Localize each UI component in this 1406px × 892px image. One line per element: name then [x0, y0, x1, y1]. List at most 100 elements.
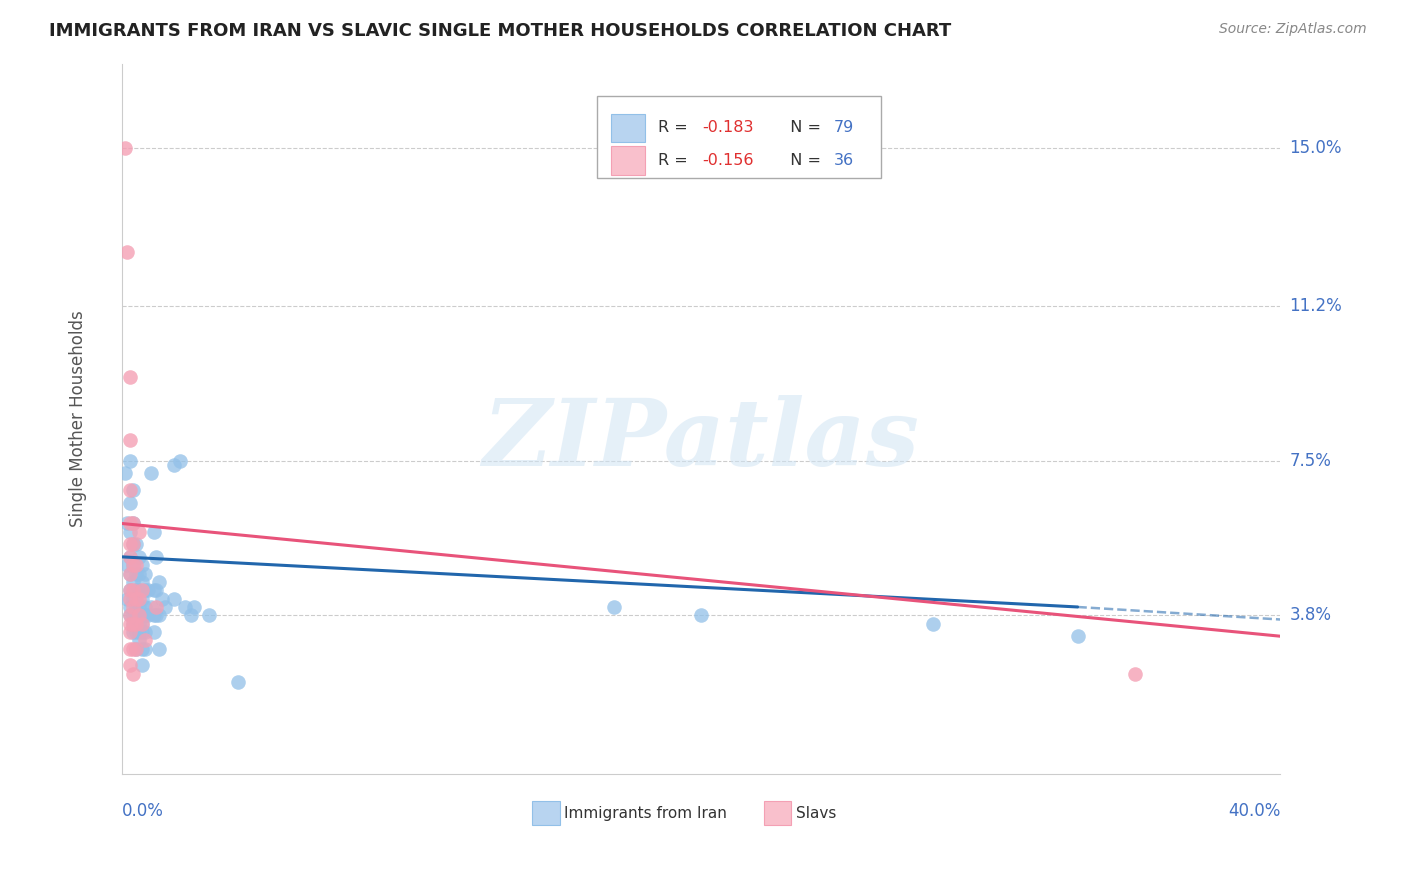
Text: Immigrants from Iran: Immigrants from Iran [564, 805, 727, 821]
Text: ZIPatlas: ZIPatlas [482, 395, 920, 485]
Point [134, 625, 156, 640]
Point [142, 625, 165, 640]
Text: Single Mother Households: Single Mother Households [69, 310, 87, 527]
Point [122, 616, 145, 631]
Point [114, 467, 136, 481]
Point [125, 591, 148, 606]
Point [136, 608, 159, 623]
Point [139, 599, 162, 614]
Point [134, 641, 156, 656]
Point [125, 625, 148, 640]
Point [120, 625, 142, 640]
Text: Slavs: Slavs [796, 805, 837, 821]
FancyBboxPatch shape [610, 113, 645, 142]
Point [125, 558, 148, 573]
Point [125, 566, 148, 581]
Point [148, 608, 170, 623]
Point [120, 591, 142, 606]
Point [131, 574, 153, 589]
Point [122, 558, 145, 573]
Point [120, 454, 142, 468]
Point [122, 516, 145, 531]
Point [690, 608, 713, 623]
Point [169, 454, 191, 468]
Text: 40.0%: 40.0% [1227, 803, 1281, 821]
Point [128, 583, 150, 598]
Point [145, 583, 167, 598]
Point [125, 616, 148, 631]
Point [117, 516, 139, 531]
FancyBboxPatch shape [763, 801, 792, 825]
Point [131, 608, 153, 623]
Point [131, 625, 153, 640]
Point [226, 675, 249, 690]
Point [122, 616, 145, 631]
FancyBboxPatch shape [596, 96, 880, 178]
Point [122, 625, 145, 640]
FancyBboxPatch shape [531, 801, 560, 825]
Point [125, 537, 148, 551]
Point [117, 558, 139, 573]
Text: N =: N = [780, 153, 825, 169]
Point [131, 583, 153, 598]
Point [128, 633, 150, 648]
Point [120, 599, 142, 614]
Point [148, 641, 170, 656]
Point [134, 599, 156, 614]
Point [120, 483, 142, 497]
Point [131, 591, 153, 606]
Point [120, 524, 142, 539]
Point [148, 574, 170, 589]
FancyBboxPatch shape [610, 146, 645, 175]
Text: 15.0%: 15.0% [1289, 138, 1343, 157]
Point [128, 608, 150, 623]
Point [120, 495, 142, 509]
Text: 11.2%: 11.2% [1289, 297, 1343, 315]
Point [122, 583, 145, 598]
Point [125, 641, 148, 656]
Point [128, 608, 150, 623]
Point [114, 140, 136, 154]
Point [603, 599, 626, 614]
Point [120, 537, 142, 551]
Point [122, 537, 145, 551]
Text: -0.156: -0.156 [702, 153, 754, 169]
Text: Source: ZipAtlas.com: Source: ZipAtlas.com [1219, 22, 1367, 37]
Text: 7.5%: 7.5% [1289, 452, 1331, 470]
Point [122, 483, 145, 497]
Point [128, 616, 150, 631]
Point [134, 583, 156, 598]
Point [125, 583, 148, 598]
Point [120, 641, 142, 656]
Point [120, 549, 142, 564]
Point [120, 616, 142, 631]
Point [122, 599, 145, 614]
Point [122, 641, 145, 656]
Point [128, 599, 150, 614]
Text: IMMIGRANTS FROM IRAN VS SLAVIC SINGLE MOTHER HOUSEHOLDS CORRELATION CHART: IMMIGRANTS FROM IRAN VS SLAVIC SINGLE MO… [49, 22, 952, 40]
Point [122, 666, 145, 681]
Point [125, 599, 148, 614]
Point [120, 658, 142, 673]
Point [122, 558, 145, 573]
Point [117, 591, 139, 606]
Point [122, 516, 145, 531]
Point [125, 641, 148, 656]
Point [150, 591, 173, 606]
Point [120, 583, 142, 598]
Point [120, 566, 142, 581]
Point [125, 616, 148, 631]
Point [136, 583, 159, 598]
Point [153, 599, 176, 614]
Point [145, 599, 167, 614]
Text: 3.8%: 3.8% [1289, 607, 1331, 624]
Point [131, 558, 153, 573]
Point [120, 516, 142, 531]
Point [134, 633, 156, 648]
Point [120, 608, 142, 623]
Point [128, 566, 150, 581]
Point [921, 616, 943, 631]
Point [122, 608, 145, 623]
Point [125, 608, 148, 623]
Text: R =: R = [658, 153, 693, 169]
